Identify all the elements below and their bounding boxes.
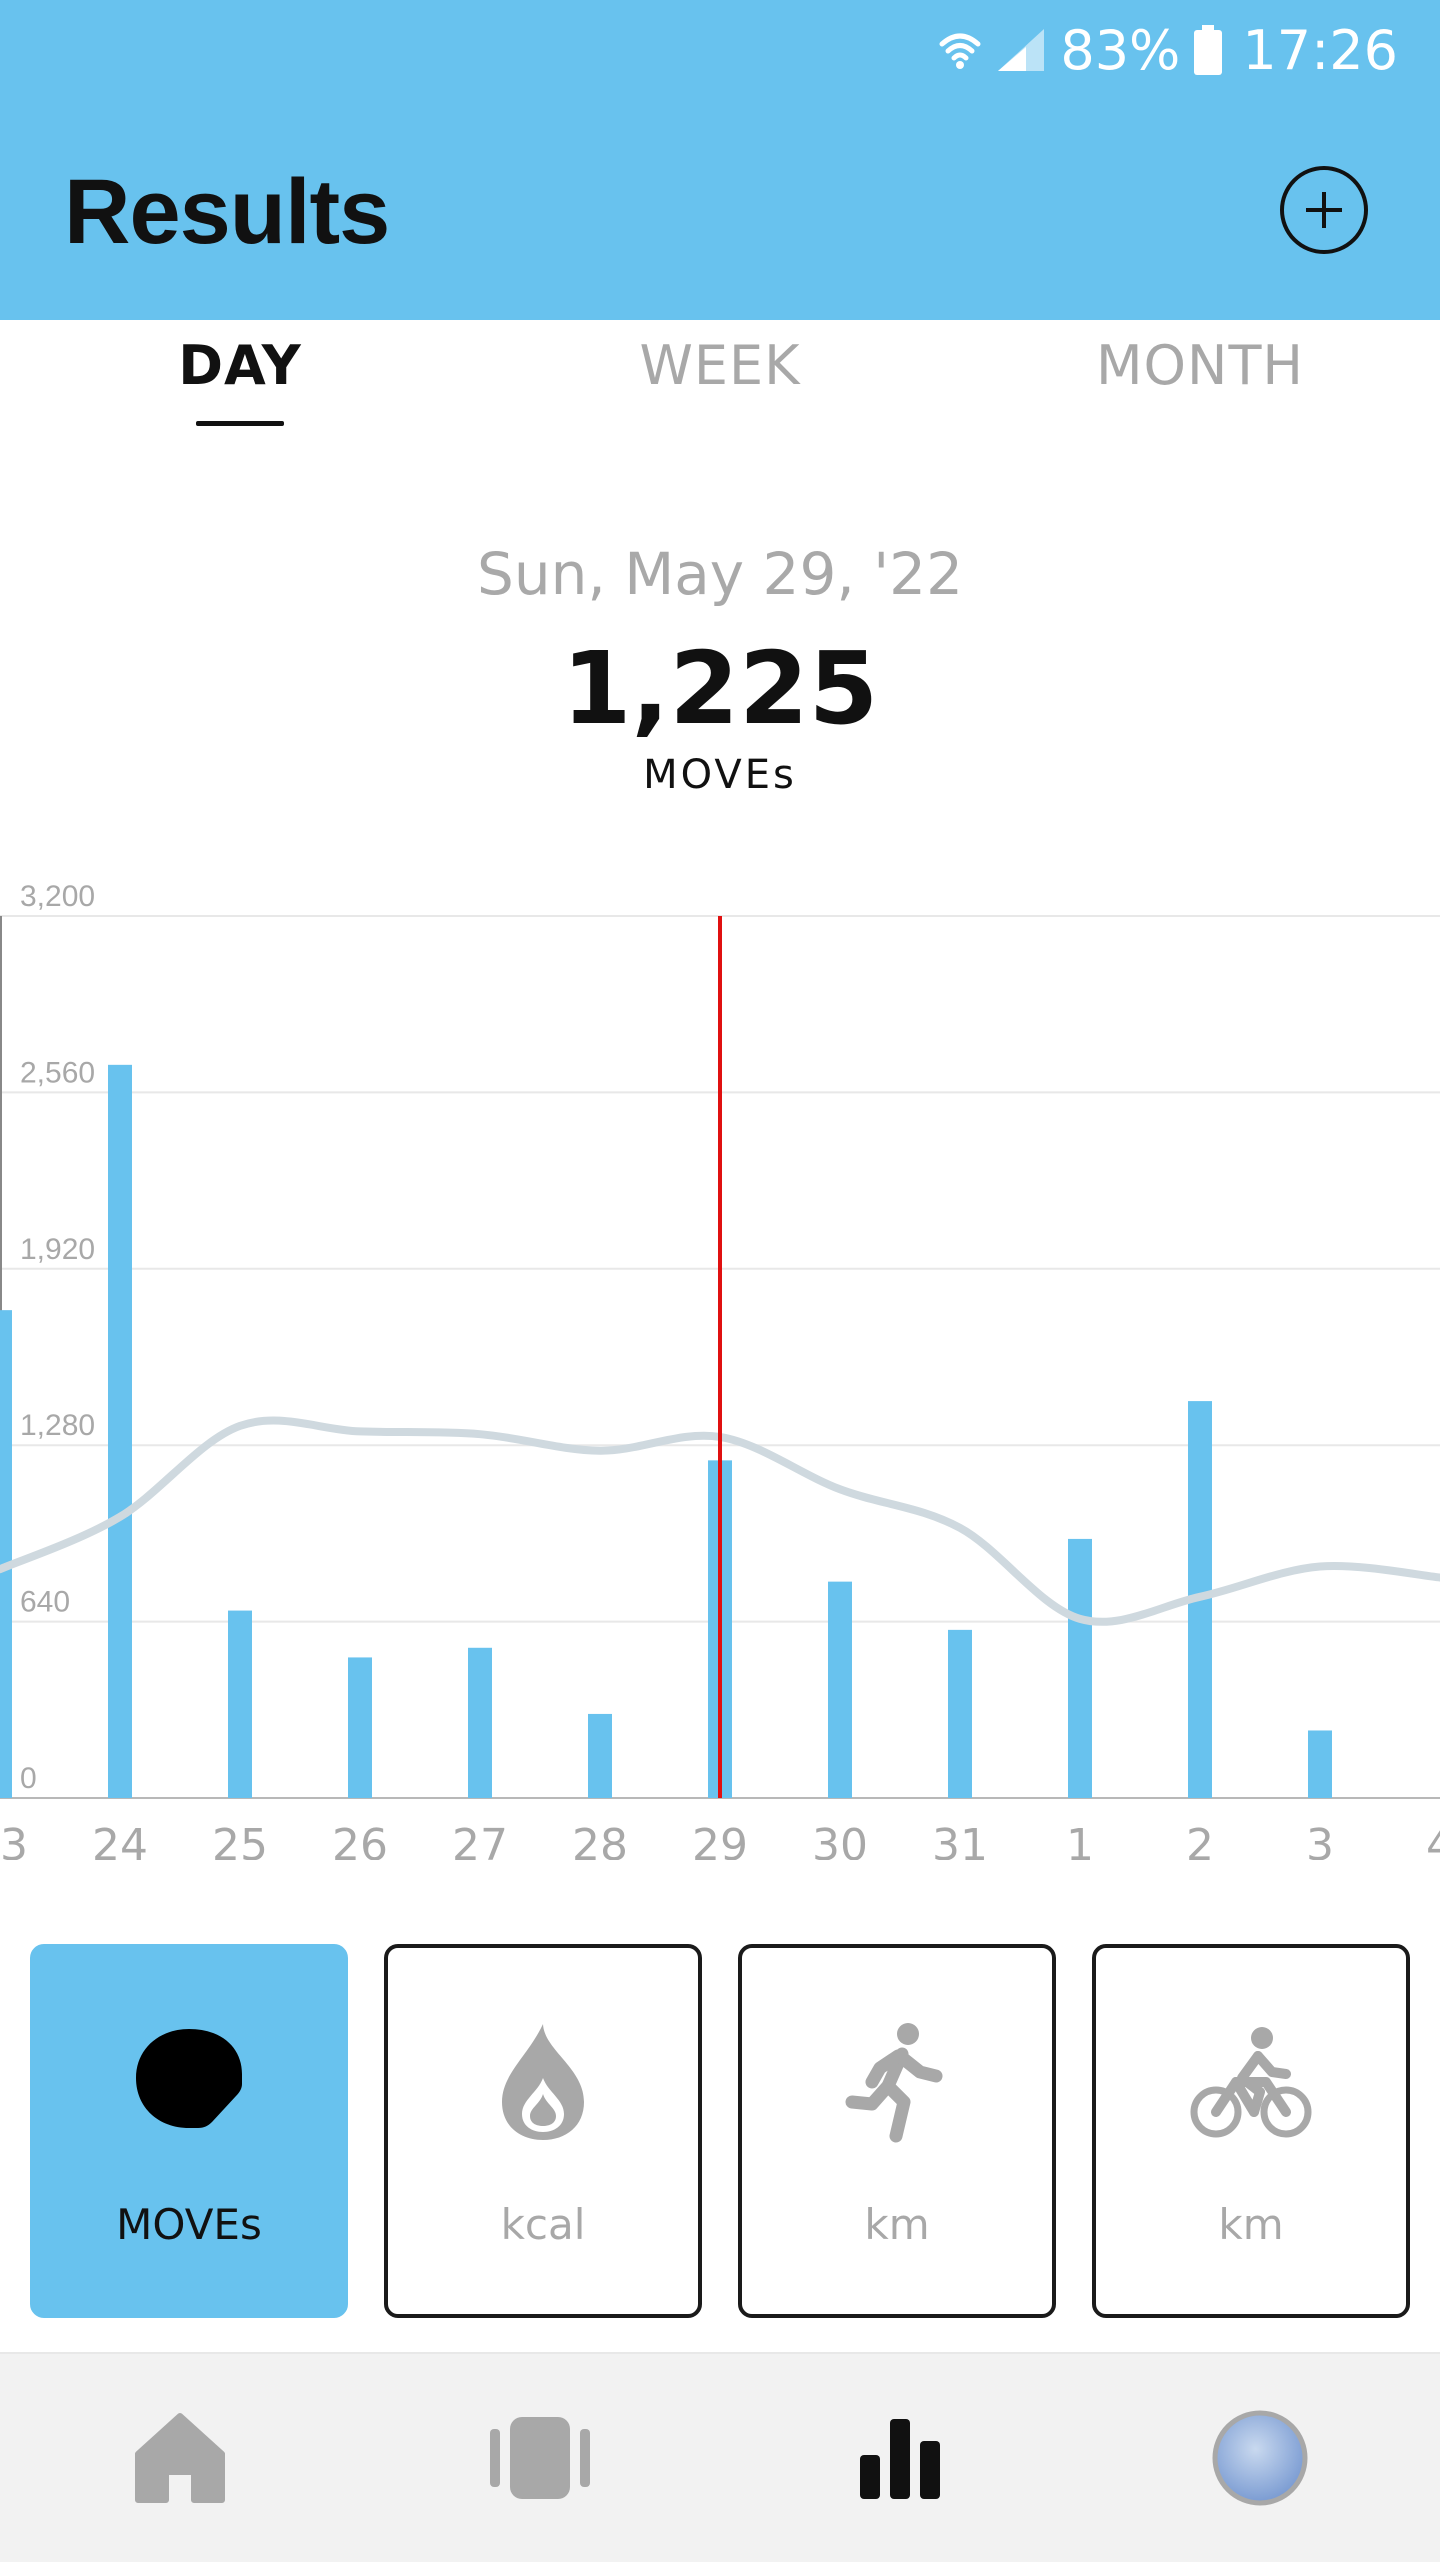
x-tick-label: 23	[0, 1820, 28, 1860]
metric-label-cycling-km: km	[1218, 2200, 1284, 2249]
nav-profile[interactable]	[1080, 2354, 1440, 2562]
nav-results[interactable]	[720, 2354, 1080, 2562]
y-tick-label: 0	[20, 1762, 37, 1795]
add-button[interactable]	[1280, 166, 1368, 254]
flame-icon	[502, 2024, 584, 2140]
bar	[108, 1064, 132, 1798]
x-tick-label: 29	[692, 1820, 748, 1860]
metric-card-running[interactable]: km	[738, 1944, 1056, 2318]
x-tick-label: 31	[932, 1820, 988, 1860]
header-bar: 83% 17:26 Results	[0, 0, 1440, 320]
tab-week-label: WEEK	[639, 334, 801, 397]
x-tick-label: 3	[1306, 1820, 1334, 1860]
tab-day[interactable]: DAY	[0, 320, 480, 430]
selected-date: Sun, May 29, '22	[477, 540, 963, 608]
nav-home[interactable]	[0, 2354, 360, 2562]
tab-week[interactable]: WEEK	[480, 320, 960, 430]
bar	[828, 1581, 852, 1798]
status-bar: 83% 17:26	[938, 18, 1398, 82]
y-tick-label: 2,560	[20, 1056, 95, 1089]
tab-month[interactable]: MONTH	[960, 320, 1440, 430]
x-tick-label: 27	[452, 1820, 508, 1860]
moves-blob-icon	[136, 2029, 242, 2128]
x-tick-label: 30	[812, 1820, 868, 1860]
metric-card-moves[interactable]: MOVEs	[30, 1944, 348, 2318]
x-tick-label: 2	[1186, 1820, 1214, 1860]
bar	[348, 1657, 372, 1798]
cycling-person-icon	[1190, 2027, 1312, 2138]
nav-device[interactable]	[360, 2354, 720, 2562]
x-tick-label: 26	[332, 1820, 388, 1860]
bar	[1068, 1538, 1092, 1798]
running-person-icon	[845, 2023, 943, 2143]
x-tick-label: 25	[212, 1820, 268, 1860]
bar	[1308, 1730, 1332, 1798]
wifi-icon	[939, 33, 981, 69]
tab-day-label: DAY	[178, 334, 302, 397]
signal-icon	[998, 29, 1045, 71]
metric-label-running-km: km	[864, 2200, 930, 2249]
battery-icon	[1194, 25, 1223, 75]
bottom-navigation	[0, 2352, 1440, 2562]
metric-selector: MOVEs kcal km	[30, 1944, 1410, 2318]
x-tick-label: 1	[1066, 1820, 1094, 1860]
metric-label-kcal: kcal	[500, 2200, 586, 2249]
bar	[588, 1713, 612, 1798]
status-time: 17:26	[1242, 18, 1398, 82]
moves-bar-chart[interactable]: 06401,2801,9202,5603,2002324252627282930…	[0, 860, 1440, 1860]
period-tabs: DAY WEEK MONTH	[0, 320, 1440, 430]
battery-percent: 83%	[1060, 18, 1181, 82]
y-tick-label: 1,280	[20, 1409, 95, 1442]
metric-label-moves: MOVEs	[116, 2200, 262, 2249]
bar	[228, 1610, 252, 1798]
plus-circle-icon	[1306, 192, 1342, 228]
y-tick-label: 640	[20, 1586, 70, 1619]
x-tick-label: 24	[92, 1820, 148, 1860]
tab-month-label: MONTH	[1095, 334, 1305, 397]
selected-value: 1,225	[561, 630, 879, 747]
page-title: Results	[64, 161, 390, 263]
device-icon	[490, 2417, 590, 2499]
bar-chart-icon	[860, 2419, 940, 2499]
bar	[468, 1647, 492, 1798]
x-tick-label: 28	[572, 1820, 628, 1860]
metric-card-kcal[interactable]: kcal	[384, 1944, 702, 2318]
y-tick-label: 1,920	[20, 1233, 95, 1266]
x-tick-label: 4	[1426, 1820, 1440, 1860]
bar	[948, 1629, 972, 1798]
bar	[0, 1310, 12, 1798]
metric-card-cycling[interactable]: km	[1092, 1944, 1410, 2318]
selected-unit: MOVEs	[643, 752, 797, 798]
home-icon	[135, 2413, 225, 2503]
y-tick-label: 3,200	[20, 880, 95, 913]
profile-avatar-icon	[1212, 2410, 1308, 2506]
